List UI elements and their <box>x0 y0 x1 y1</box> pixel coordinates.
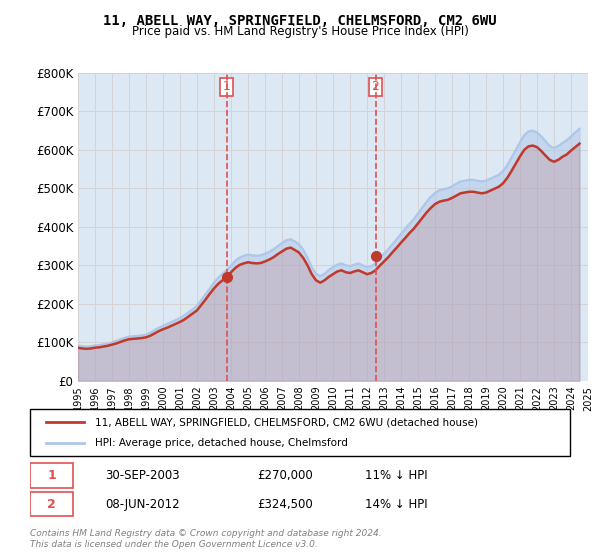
Text: £270,000: £270,000 <box>257 469 313 482</box>
Text: 30-SEP-2003: 30-SEP-2003 <box>106 469 180 482</box>
Text: 1: 1 <box>223 81 230 94</box>
Text: £324,500: £324,500 <box>257 498 313 511</box>
FancyBboxPatch shape <box>30 409 570 456</box>
FancyBboxPatch shape <box>30 492 73 516</box>
Text: 2: 2 <box>47 498 56 511</box>
Text: 1: 1 <box>47 469 56 482</box>
Text: Contains HM Land Registry data © Crown copyright and database right 2024.
This d: Contains HM Land Registry data © Crown c… <box>30 529 382 549</box>
Text: HPI: Average price, detached house, Chelmsford: HPI: Average price, detached house, Chel… <box>95 438 347 448</box>
Text: 14% ↓ HPI: 14% ↓ HPI <box>365 498 427 511</box>
Text: Price paid vs. HM Land Registry's House Price Index (HPI): Price paid vs. HM Land Registry's House … <box>131 25 469 38</box>
Text: 2: 2 <box>371 81 379 94</box>
Text: 11, ABELL WAY, SPRINGFIELD, CHELMSFORD, CM2 6WU (detached house): 11, ABELL WAY, SPRINGFIELD, CHELMSFORD, … <box>95 417 478 427</box>
Text: 11, ABELL WAY, SPRINGFIELD, CHELMSFORD, CM2 6WU: 11, ABELL WAY, SPRINGFIELD, CHELMSFORD, … <box>103 14 497 28</box>
Text: 11% ↓ HPI: 11% ↓ HPI <box>365 469 427 482</box>
Text: 08-JUN-2012: 08-JUN-2012 <box>106 498 180 511</box>
FancyBboxPatch shape <box>30 463 73 488</box>
